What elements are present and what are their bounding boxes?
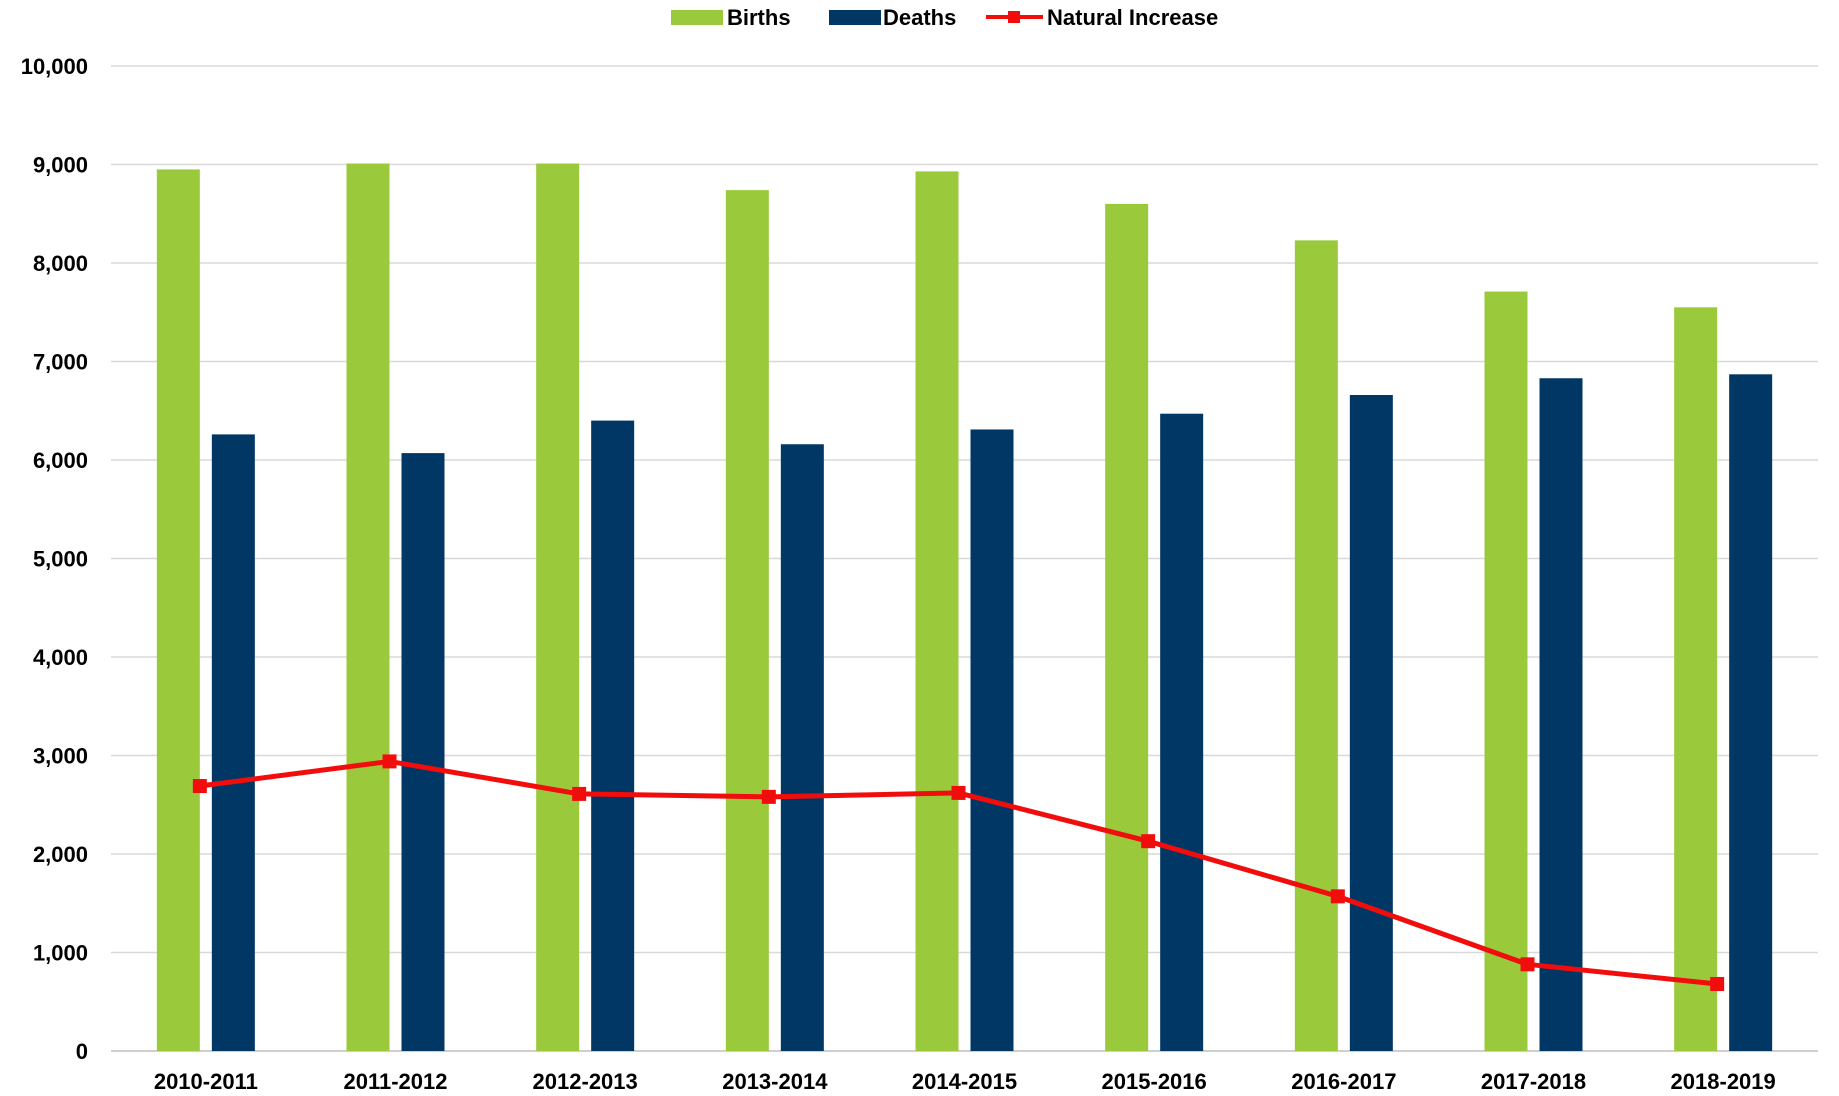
point-natural-increase-2013-2014 bbox=[761, 789, 776, 804]
y-tick-label-0: 0 bbox=[76, 1039, 88, 1064]
legend-label-deaths: Deaths bbox=[883, 5, 956, 30]
bar-births-2011-2012 bbox=[346, 163, 390, 1051]
bar-deaths-2018-2019 bbox=[1729, 374, 1773, 1051]
legend-label-natural-increase: Natural Increase bbox=[1047, 5, 1218, 30]
x-tick-label-2014-2015: 2014-2015 bbox=[912, 1069, 1017, 1094]
gridlines bbox=[111, 65, 1818, 1052]
x-tick-label-2015-2016: 2015-2016 bbox=[1102, 1069, 1207, 1094]
legend-marker-natural-increase bbox=[1008, 11, 1020, 23]
point-natural-increase-2011-2012 bbox=[382, 754, 397, 769]
bar-births-2010-2011 bbox=[156, 169, 200, 1052]
bar-deaths-2010-2011 bbox=[211, 434, 255, 1051]
y-tick-label-4000: 4,000 bbox=[33, 645, 88, 670]
bar-births-2013-2014 bbox=[725, 190, 769, 1052]
x-tick-label-2011-2012: 2011-2012 bbox=[344, 1069, 448, 1094]
y-tick-label-5000: 5,000 bbox=[33, 547, 88, 572]
bar-births-2017-2018 bbox=[1484, 291, 1528, 1051]
legend-swatch-deaths bbox=[829, 10, 881, 25]
point-natural-increase-2012-2013 bbox=[572, 786, 587, 801]
y-tick-label-3000: 3,000 bbox=[33, 744, 88, 769]
bar-births-2018-2019 bbox=[1674, 307, 1718, 1051]
y-tick-label-6000: 6,000 bbox=[33, 448, 88, 473]
y-tick-label-7000: 7,000 bbox=[33, 350, 88, 375]
bar-births-2012-2013 bbox=[536, 163, 580, 1051]
x-tick-label-2010-2011: 2010-2011 bbox=[154, 1069, 258, 1094]
y-tick-label-2000: 2,000 bbox=[33, 842, 88, 867]
bar-deaths-2011-2012 bbox=[401, 453, 445, 1052]
bars bbox=[156, 163, 1773, 1052]
legend: Births Deaths Natural Increase bbox=[671, 5, 1218, 30]
y-tick-label-9000: 9,000 bbox=[33, 153, 88, 178]
x-tick-label-2012-2013: 2012-2013 bbox=[533, 1069, 638, 1094]
bar-deaths-2016-2017 bbox=[1349, 394, 1393, 1051]
x-tick-label-2013-2014: 2013-2014 bbox=[722, 1069, 828, 1094]
bar-births-2014-2015 bbox=[915, 171, 959, 1051]
bar-deaths-2017-2018 bbox=[1539, 378, 1583, 1051]
x-tick-label-2016-2017: 2016-2017 bbox=[1291, 1069, 1396, 1094]
bar-births-2015-2016 bbox=[1105, 203, 1149, 1051]
x-tick-label-2017-2018: 2017-2018 bbox=[1481, 1069, 1586, 1094]
point-natural-increase-2010-2011 bbox=[192, 779, 207, 794]
bar-deaths-2013-2014 bbox=[780, 444, 824, 1051]
point-natural-increase-2014-2015 bbox=[951, 785, 966, 800]
legend-swatch-births bbox=[671, 10, 723, 25]
point-natural-increase-2018-2019 bbox=[1710, 977, 1725, 992]
bar-deaths-2014-2015 bbox=[970, 429, 1014, 1052]
point-natural-increase-2017-2018 bbox=[1520, 957, 1535, 972]
natural-increase-line-group bbox=[192, 754, 1725, 992]
legend-label-births: Births bbox=[727, 5, 791, 30]
bar-deaths-2012-2013 bbox=[591, 420, 635, 1052]
y-tick-label-10000: 10,000 bbox=[21, 54, 88, 79]
point-natural-increase-2015-2016 bbox=[1141, 834, 1156, 849]
axes: 0 1,000 2,000 3,000 4,000 5,000 6,000 7,000 8,00… bbox=[21, 54, 1776, 1094]
x-tick-label-2018-2019: 2018-2019 bbox=[1671, 1069, 1776, 1094]
bar-deaths-2015-2016 bbox=[1160, 413, 1204, 1052]
y-tick-label-1000: 1,000 bbox=[33, 941, 88, 966]
y-tick-label-8000: 8,000 bbox=[33, 251, 88, 276]
point-natural-increase-2016-2017 bbox=[1330, 889, 1345, 904]
bar-births-2016-2017 bbox=[1294, 240, 1338, 1052]
